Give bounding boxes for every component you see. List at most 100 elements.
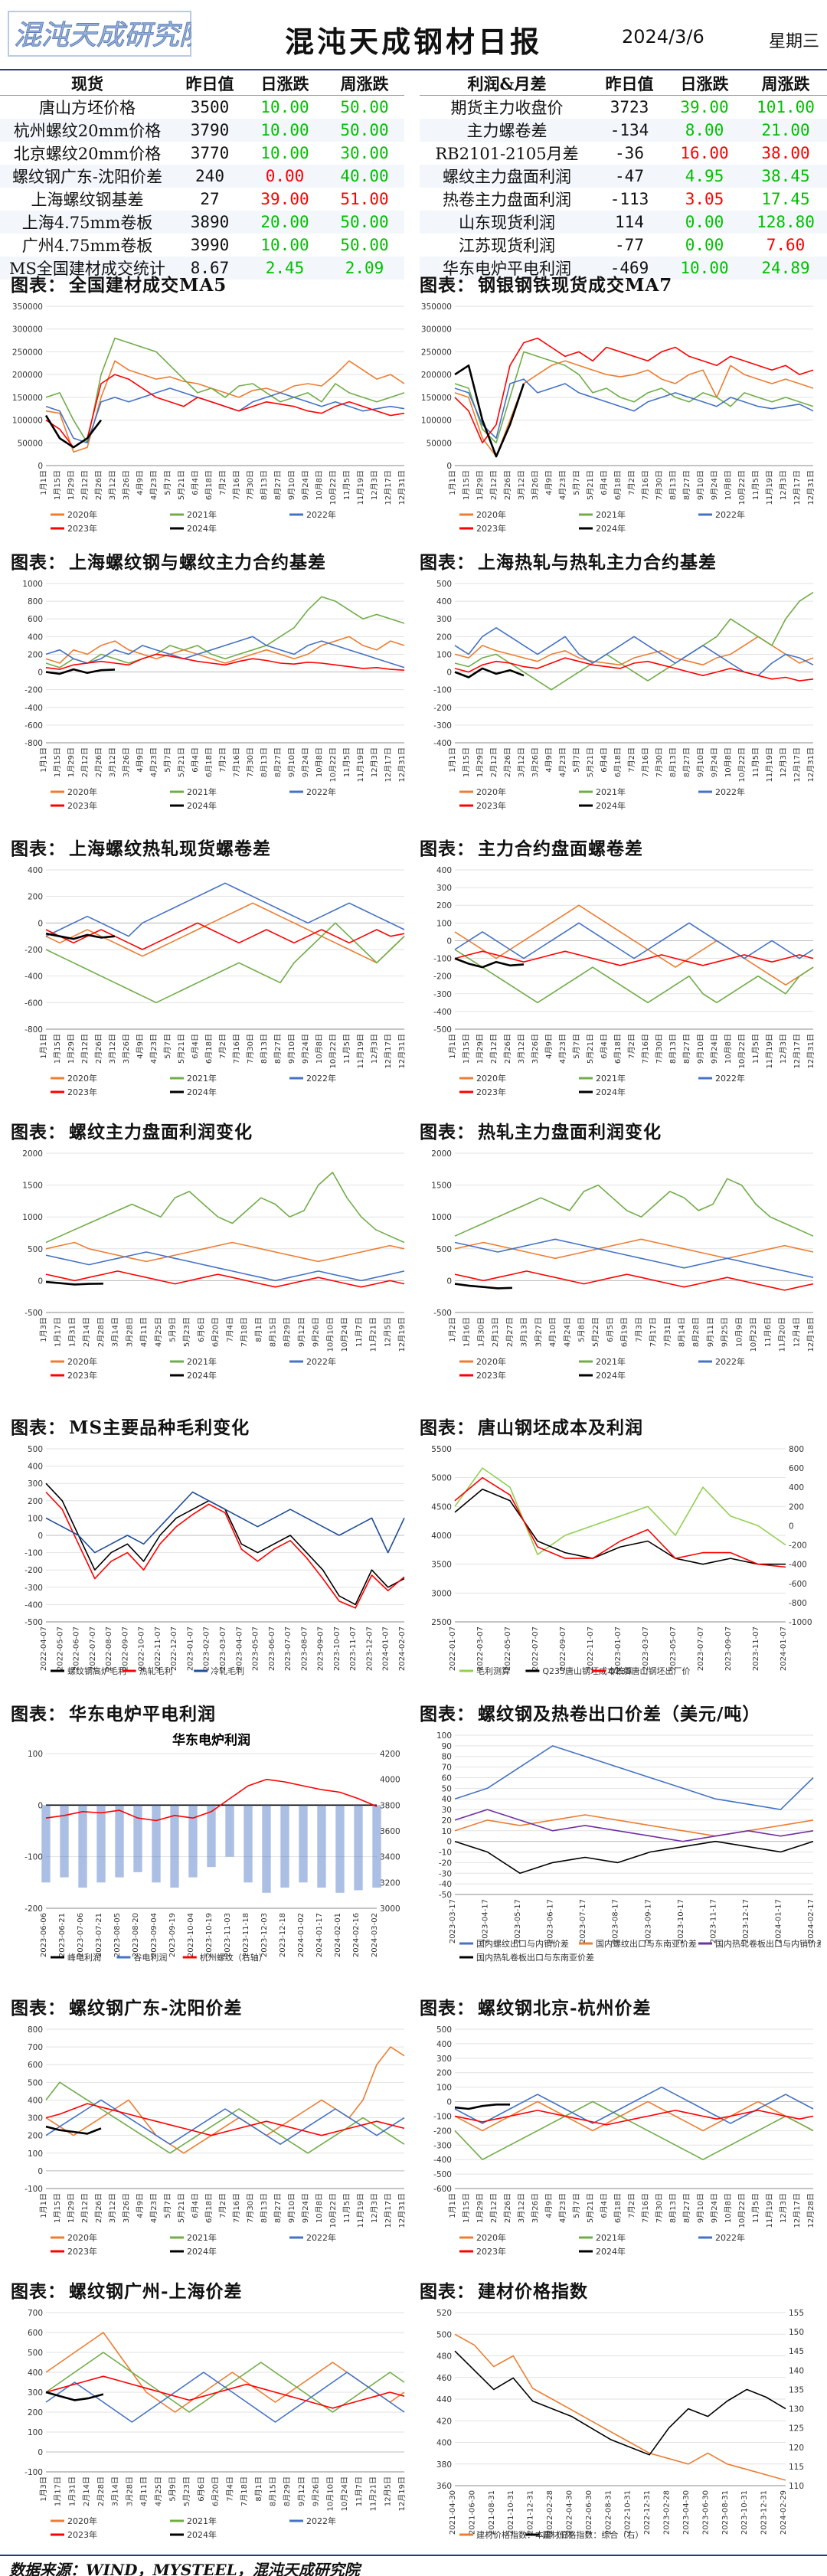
x-tick-label: 2023-04-07 bbox=[235, 1626, 244, 1671]
y-tick-label: -200 bbox=[25, 1904, 43, 1914]
table-row: 热卷主力盘面利润 -113 3.05 17.45 bbox=[420, 188, 827, 211]
x-tick-label: 2023-07-06 bbox=[77, 1913, 85, 1957]
x-tick-label: 1月29日 bbox=[476, 470, 485, 500]
y-tick-label: -300 bbox=[433, 2141, 452, 2150]
chart-title-text: 螺纹钢广州-上海价差 bbox=[69, 2281, 243, 2302]
x-tick-label: 12月17日 bbox=[384, 747, 393, 782]
column-header: 周涨跌 bbox=[744, 72, 827, 96]
series-line bbox=[454, 1238, 814, 1260]
y2-tick-label: 3600 bbox=[380, 1827, 400, 1836]
x-tick-label: 8月28日 bbox=[691, 1317, 701, 1347]
legend-label: 峰电利润 bbox=[67, 1952, 101, 1963]
y2-tick-label: 155 bbox=[789, 2309, 804, 2318]
row-label: 山东现货利润 bbox=[420, 211, 594, 234]
x-tick-label: 11月19日 bbox=[765, 747, 774, 782]
legend-label: 2023年 bbox=[67, 523, 97, 534]
x-tick-label: 11月5日 bbox=[751, 470, 760, 500]
series-line bbox=[454, 1809, 814, 1842]
legend-label: 2023年 bbox=[67, 800, 97, 811]
row-label: 唐山方坯价格 bbox=[39, 99, 136, 117]
x-tick-label: 5月7日 bbox=[572, 747, 581, 773]
chart-title: 图表： 唐山钢坯成本及利润 bbox=[415, 1415, 821, 1441]
row-week-change: 38.00 bbox=[761, 144, 810, 162]
y2-tick-label: -600 bbox=[789, 1580, 807, 1589]
y-tick-label: 3000 bbox=[431, 1589, 452, 1598]
x-tick-label: 2024-02-17 bbox=[807, 1899, 816, 1943]
x-tick-label: 12月19日 bbox=[397, 2476, 407, 2511]
chart-title-lead: 图表： bbox=[420, 1704, 475, 1724]
x-tick-label: 1月15日 bbox=[53, 747, 62, 777]
chart-svg: -800 -600 -400 -200 0 200 400 600 800 1000 1月1日 1月1… bbox=[22, 580, 407, 811]
x-tick-label: 4月10日 bbox=[548, 1317, 557, 1347]
y-tick-label: -400 bbox=[25, 973, 43, 982]
x-tick-label: 10月8日 bbox=[724, 2193, 733, 2223]
y-tick-label: -600 bbox=[433, 2185, 452, 2194]
row-label: 上海4.75mm卷板 bbox=[0, 211, 175, 234]
x-tick-label: 5月21日 bbox=[177, 470, 186, 500]
bar-mark bbox=[170, 1805, 179, 1888]
y-tick-label: -40 bbox=[439, 1880, 452, 1889]
y-tick-label: 0 bbox=[38, 669, 43, 678]
x-tick-label: 2023-04-30 bbox=[682, 2490, 691, 2535]
x-tick-label: 5月21日 bbox=[177, 1034, 186, 1064]
series-line bbox=[45, 2099, 405, 2145]
y-tick-label: 600 bbox=[28, 615, 43, 624]
y-tick-label: 50 bbox=[442, 1784, 452, 1793]
y-tick-label: -300 bbox=[433, 990, 452, 999]
legend-label: 2024年 bbox=[596, 1087, 626, 1097]
series-line bbox=[454, 2104, 510, 2110]
y-tick-label: 80 bbox=[442, 1753, 452, 1762]
y2-tick-label: -400 bbox=[789, 1561, 807, 1570]
x-tick-label: 12月3日 bbox=[370, 470, 379, 500]
x-tick-label: 2022-11-07 bbox=[154, 1626, 162, 1671]
x-tick-label: 11月19日 bbox=[356, 2193, 365, 2228]
chart-title: 图表： 建材价格指数 bbox=[415, 2279, 821, 2305]
legend-label: 2020年 bbox=[67, 786, 97, 797]
chart-title-text: 上海热轧与热轧主力合约基差 bbox=[478, 552, 717, 573]
x-tick-label: 2023-11-07 bbox=[752, 1626, 760, 1671]
x-tick-label: 1月15日 bbox=[462, 1034, 471, 1064]
chart-svg: -100 0 100 200 300 400 500 600 700 1月3日 1月17日 1月31日… bbox=[25, 2309, 407, 2540]
x-tick-label: 4月23日 bbox=[558, 747, 567, 777]
chart-title: 图表： 热轧主力盘面利润变化 bbox=[415, 1120, 821, 1146]
x-tick-label: 6月18日 bbox=[613, 470, 623, 500]
chart-title-lead: 图表： bbox=[420, 1122, 475, 1143]
x-tick-label: 9月10日 bbox=[696, 1034, 705, 1064]
legend-label: 2020年 bbox=[476, 2232, 506, 2243]
x-tick-label: 5月9日 bbox=[168, 2476, 177, 2502]
x-tick-label: 1月1日 bbox=[448, 1034, 457, 1059]
x-tick-label: 2023-01-07 bbox=[614, 1626, 623, 1671]
x-tick-label: 12月17日 bbox=[384, 2193, 393, 2228]
chart-panel: 图表： 螺纹主力盘面利润变化 -500 0 500 1000 1500 2000 1月3日 1月1… bbox=[6, 1120, 412, 1389]
y2-tick-label: -1000 bbox=[789, 1618, 812, 1627]
x-tick-label: 4月23日 bbox=[558, 1034, 567, 1064]
x-tick-label: 7月2日 bbox=[627, 747, 636, 773]
row-label: 广州4.75mm卷板 bbox=[21, 237, 153, 255]
x-tick-label: 2024-01-07 bbox=[780, 1626, 788, 1671]
x-tick-label: 2024-02-16 bbox=[352, 1913, 361, 1957]
legend-label: 2021年 bbox=[187, 2516, 217, 2526]
chart-svg: 360 380 400 420 440 460 480 500 520 110 115 120 125 1… bbox=[436, 2309, 804, 2540]
svg-text:混沌天成研究院: 混沌天成研究院 bbox=[14, 20, 191, 51]
legend-label: 2020年 bbox=[476, 1073, 506, 1084]
chart-title: 图表： 全国建材成交MA5 bbox=[6, 273, 412, 299]
x-tick-label: 7月17日 bbox=[649, 1317, 658, 1347]
x-tick-label: 8月27日 bbox=[682, 2193, 691, 2223]
x-tick-label: 10月8日 bbox=[724, 1034, 733, 1064]
x-tick-label: 2023-10-19 bbox=[205, 1913, 214, 1957]
x-tick-label: 7月30日 bbox=[655, 470, 664, 500]
y-tick-label: 0 bbox=[38, 2448, 43, 2457]
legend-label: 杭州螺纹（右轴） bbox=[200, 1952, 267, 1963]
y-tick-label: 300000 bbox=[12, 325, 43, 335]
chart-svg: -500 0 500 1000 1500 2000 1月2日 1月16日 1月30日 2月13日 2… bbox=[431, 1149, 816, 1381]
y-tick-label: 400 bbox=[436, 2439, 452, 2448]
x-tick-label: 9月10日 bbox=[287, 747, 296, 777]
legend-label: 2022年 bbox=[306, 1073, 336, 1084]
series-line bbox=[454, 2110, 814, 2126]
x-tick-label: 5月7日 bbox=[163, 470, 172, 495]
chart-svg: -500 -400 -300 -200 -100 0 100 200 300 400 500 2022… bbox=[25, 1445, 407, 1676]
y-tick-label: -200 bbox=[25, 686, 43, 695]
y-tick-label: 300 bbox=[436, 615, 452, 624]
legend-label: 2020年 bbox=[67, 2232, 97, 2243]
series-line bbox=[454, 364, 525, 458]
